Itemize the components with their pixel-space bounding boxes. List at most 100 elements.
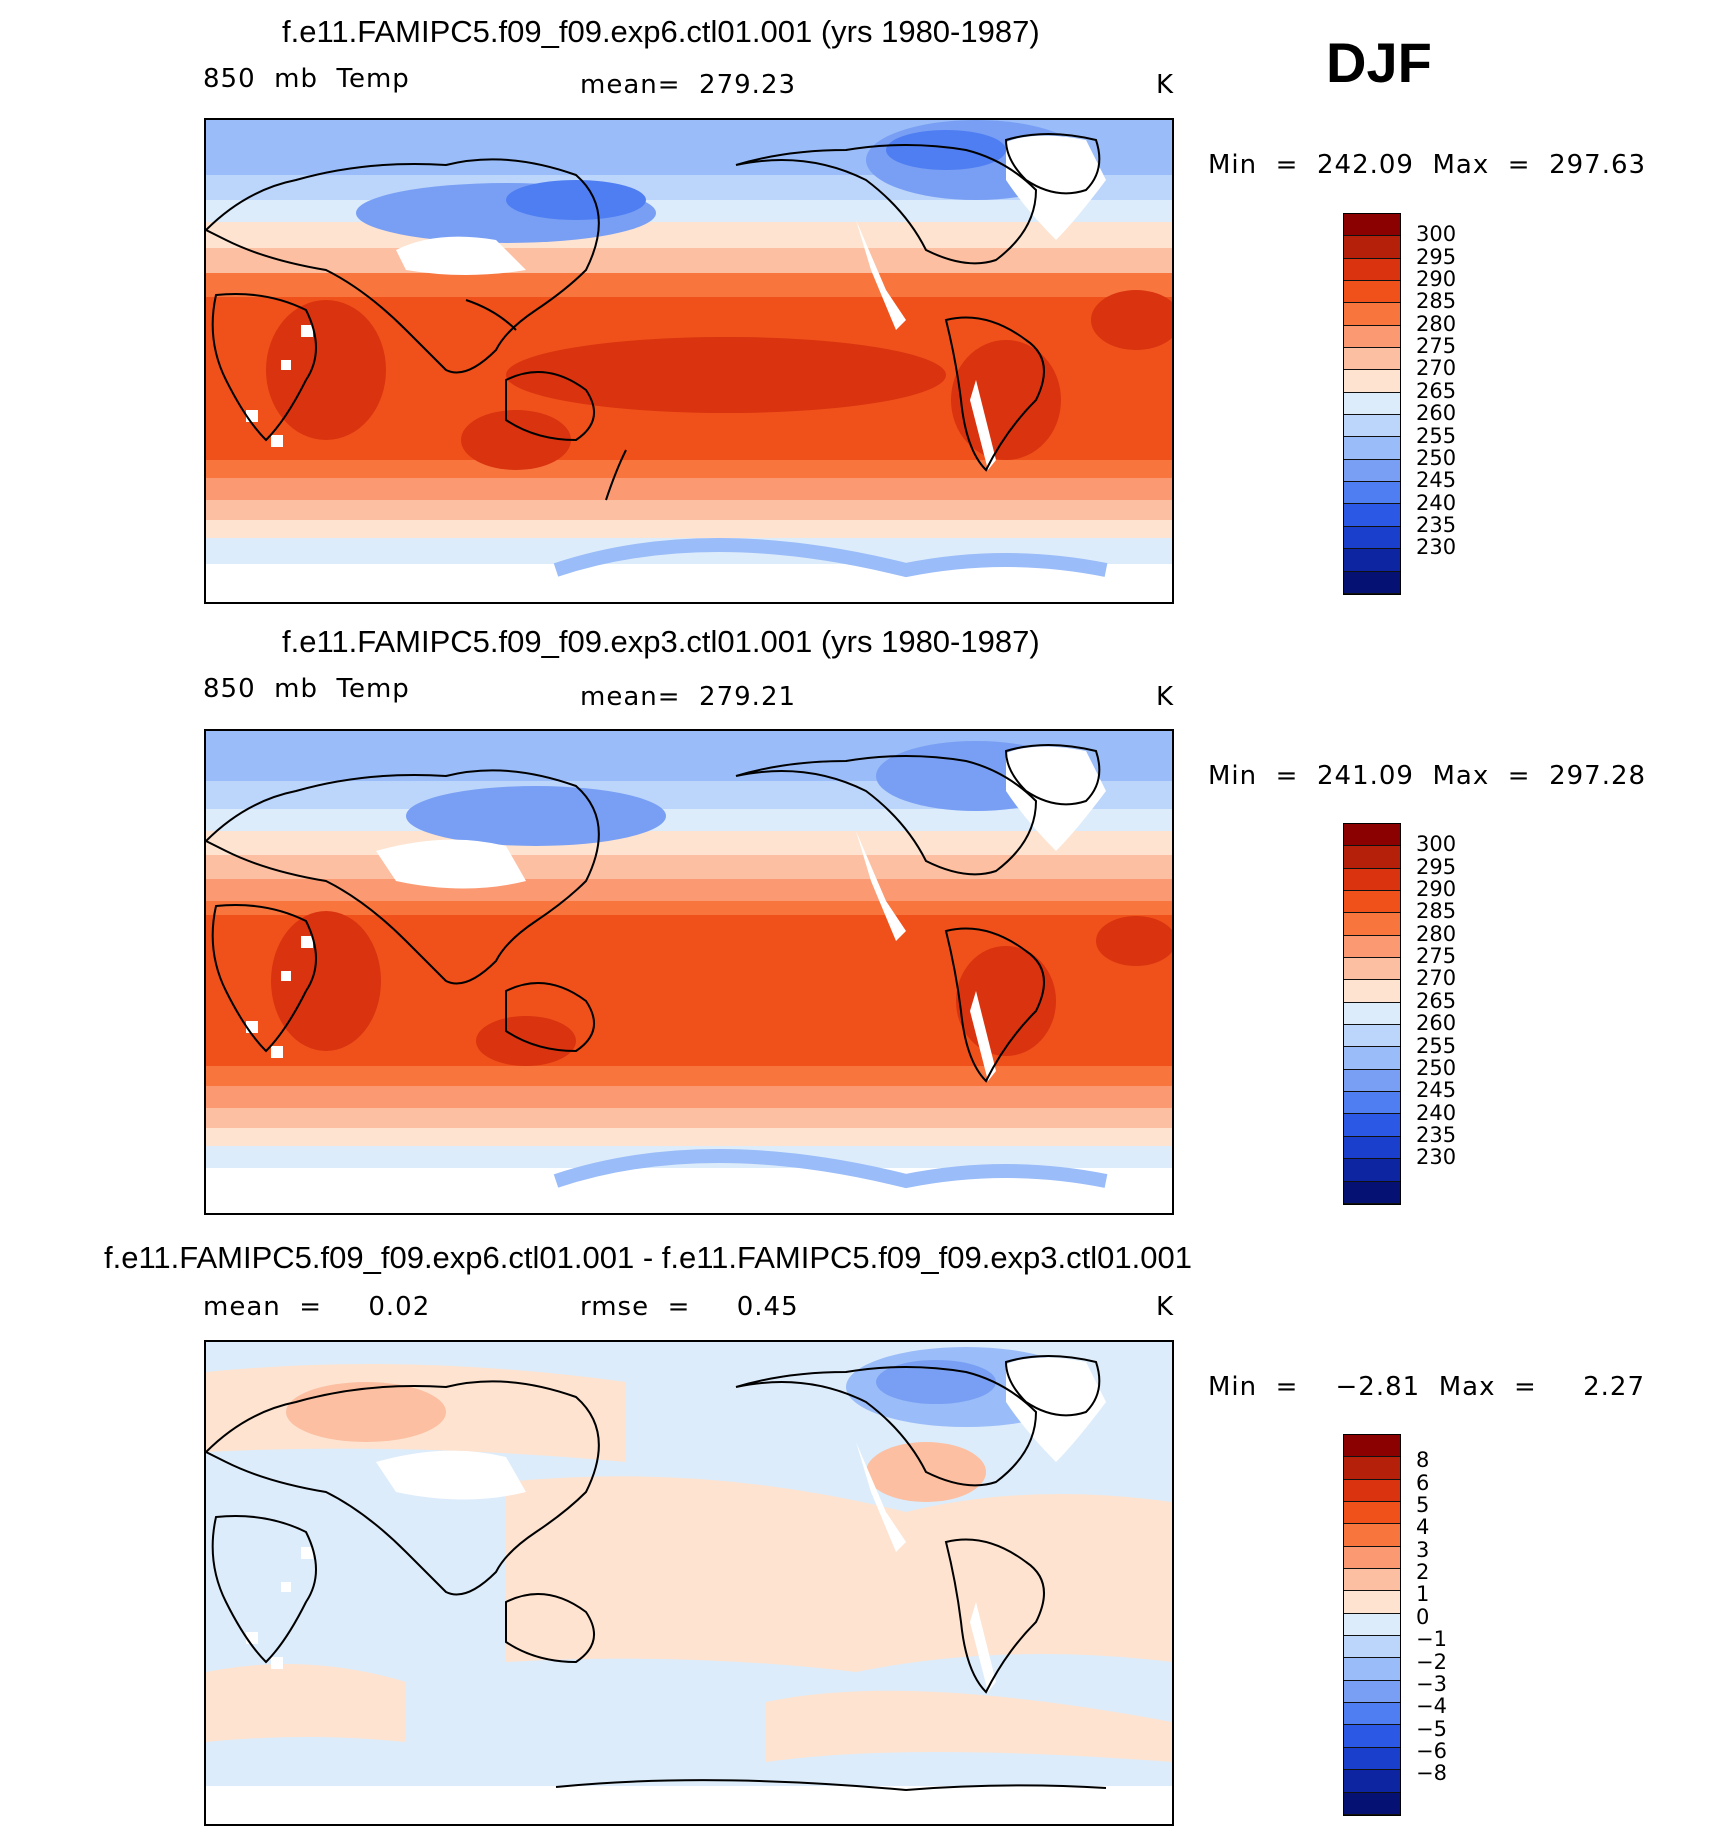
colorbar-tick-label: 260 [1416, 1011, 1457, 1036]
colorbar-cell [1344, 1502, 1400, 1525]
colorbar-cell [1344, 1047, 1400, 1070]
colorbar-tick-label: 275 [1416, 944, 1457, 969]
panel-2-colorbar [1343, 823, 1401, 1205]
colorbar-cell [1344, 437, 1400, 460]
colorbar-cell [1344, 549, 1400, 572]
colorbar-tick-label: 245 [1416, 1078, 1457, 1103]
colorbar-cell [1344, 459, 1400, 483]
colorbar-tick-label: 295 [1416, 854, 1457, 879]
colorbar-tick-label: 245 [1416, 468, 1457, 493]
panel-1-minmax: Min = 242.09 Max = 297.63 [1208, 150, 1647, 180]
colorbar-cell [1344, 1680, 1400, 1704]
colorbar-cell [1344, 980, 1400, 1003]
panel-3-colorbar-cells [1344, 1435, 1400, 1815]
colorbar-cell [1344, 1658, 1400, 1681]
colorbar-cell [1344, 1591, 1400, 1614]
colorbar-tick-label: 240 [1416, 1100, 1457, 1125]
panel-1-title: f.e11.FAMIPC5.f09_f09.exp6.ctl01.001 (yr… [282, 14, 1040, 49]
colorbar-cell [1344, 1069, 1400, 1093]
colorbar-tick-label: −4 [1416, 1694, 1447, 1719]
colorbar-cell [1344, 526, 1400, 550]
colorbar-tick-label: −5 [1416, 1716, 1447, 1741]
colorbar-tick-label: 4 [1416, 1515, 1430, 1540]
colorbar-cell [1344, 1136, 1400, 1160]
colorbar-cell [1344, 1703, 1400, 1726]
colorbar-tick-label: 285 [1416, 899, 1457, 924]
colorbar-tick-label: 280 [1416, 311, 1457, 336]
panel-2-colorbar-labels: 300 295 290 285 280 275 270 265 260 255 250 245 240 2… [1416, 822, 1496, 1202]
colorbar-tick-label: 3 [1416, 1537, 1430, 1562]
colorbar-tick-label: 290 [1416, 877, 1457, 902]
panel-2-colorbar-cells [1344, 824, 1400, 1204]
colorbar-tick-label: 235 [1416, 1122, 1457, 1147]
colorbar-tick-label: 300 [1416, 222, 1457, 247]
colorbar-cell [1344, 1435, 1400, 1458]
colorbar-cell [1344, 1792, 1400, 1815]
panel-1-colorbar-cells [1344, 214, 1400, 594]
colorbar-cell [1344, 348, 1400, 371]
colorbar-tick-label: 0 [1416, 1604, 1430, 1629]
colorbar-cell [1344, 325, 1400, 349]
colorbar-tick-label: 265 [1416, 378, 1457, 403]
colorbar-cell [1344, 1747, 1400, 1771]
colorbar-cell [1344, 1770, 1400, 1793]
colorbar-cell [1344, 1002, 1400, 1026]
panel-3-colorbar-labels: 8 6 5 4 3 2 1 0 −1 −2 −3 −4 −5 −6 −8 [1416, 1438, 1496, 1818]
colorbar-tick-label: 250 [1416, 1055, 1457, 1080]
colorbar-cell [1344, 415, 1400, 438]
panel-1-mean-label: mean= 279.23 [580, 70, 797, 100]
colorbar-cell [1344, 1725, 1400, 1748]
colorbar-cell [1344, 1114, 1400, 1137]
colorbar-cell [1344, 281, 1400, 304]
colorbar-tick-label: 270 [1416, 356, 1457, 381]
colorbar-tick-label: 2 [1416, 1560, 1430, 1585]
colorbar-cell [1344, 935, 1400, 959]
colorbar-cell [1344, 504, 1400, 527]
colorbar-tick-label: 285 [1416, 289, 1457, 314]
colorbar-tick-label: 280 [1416, 921, 1457, 946]
colorbar-tick-label: 250 [1416, 445, 1457, 470]
colorbar-cell [1344, 891, 1400, 914]
colorbar-tick-label: −8 [1416, 1761, 1447, 1786]
panel-3-colorbar [1343, 1434, 1401, 1816]
colorbar-tick-label: 5 [1416, 1493, 1430, 1518]
colorbar-tick-label: 6 [1416, 1470, 1430, 1495]
colorbar-tick-label: 255 [1416, 1033, 1457, 1058]
panel-3-title: f.e11.FAMIPC5.f09_f09.exp6.ctl01.001 - f… [104, 1240, 1192, 1275]
colorbar-cell [1344, 958, 1400, 981]
panel-1-units: K [1156, 70, 1175, 100]
colorbar-cell [1344, 392, 1400, 416]
colorbar-tick-label: 290 [1416, 267, 1457, 292]
colorbar-cell [1344, 1159, 1400, 1182]
colorbar-tick-label: 230 [1416, 535, 1457, 560]
colorbar-cell [1344, 370, 1400, 393]
panel-2-units: K [1156, 682, 1175, 712]
colorbar-cell [1344, 1479, 1400, 1503]
season-label: DJF [1326, 31, 1432, 94]
colorbar-cell [1344, 1613, 1400, 1637]
colorbar-tick-label: −2 [1416, 1649, 1447, 1674]
panel-3-units: K [1156, 1292, 1175, 1322]
panel-3-minmax: Min = −2.81 Max = 2.27 [1208, 1372, 1645, 1402]
colorbar-tick-label: 265 [1416, 988, 1457, 1013]
colorbar-cell [1344, 868, 1400, 892]
colorbar-cell [1344, 1636, 1400, 1659]
colorbar-cell [1344, 1546, 1400, 1570]
panel-1-variable-label: 850 mb Temp [203, 64, 410, 94]
panel-1-colorbar-labels: 300 295 290 285 280 275 270 265 260 255 250 245 240 2… [1416, 212, 1496, 592]
colorbar-tick-label: 1 [1416, 1582, 1430, 1607]
colorbar-cell [1344, 1569, 1400, 1592]
colorbar-tick-label: −6 [1416, 1738, 1447, 1763]
panel-2-mean-label: mean= 279.21 [580, 682, 797, 712]
panel-3-map [204, 1340, 1174, 1826]
panel-2-title: f.e11.FAMIPC5.f09_f09.exp3.ctl01.001 (yr… [282, 624, 1040, 659]
colorbar-cell [1344, 824, 1400, 847]
colorbar-tick-label: −1 [1416, 1627, 1447, 1652]
colorbar-tick-label: 230 [1416, 1145, 1457, 1170]
colorbar-tick-label: 300 [1416, 832, 1457, 857]
colorbar-cell [1344, 258, 1400, 282]
colorbar-cell [1344, 1092, 1400, 1115]
colorbar-cell [1344, 1524, 1400, 1547]
colorbar-cell [1344, 1181, 1400, 1204]
colorbar-cell [1344, 214, 1400, 237]
